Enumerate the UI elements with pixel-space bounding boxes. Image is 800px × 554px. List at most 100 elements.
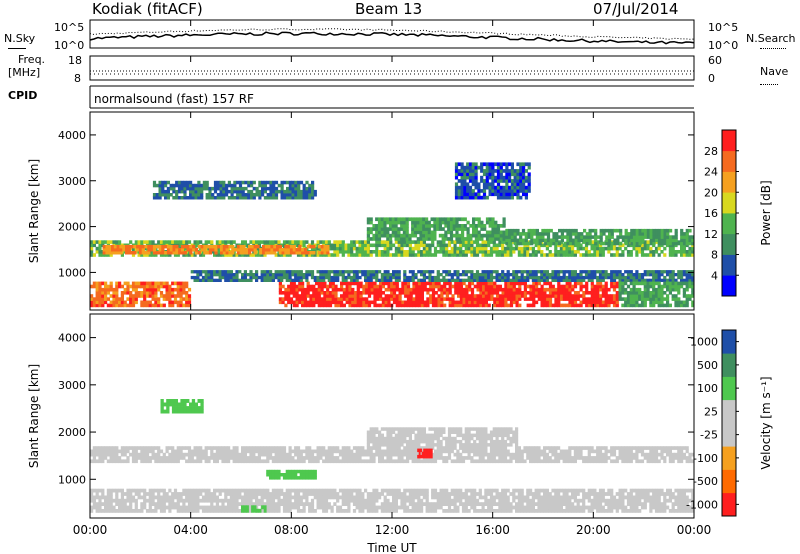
power-band-6-cell bbox=[269, 193, 273, 197]
power-band-8-cell bbox=[505, 235, 509, 239]
power-band-4-cell bbox=[229, 278, 233, 282]
power-band-9-cell bbox=[468, 172, 473, 177]
velocity-band-0-cell bbox=[649, 449, 653, 454]
power-band-0-cell bbox=[383, 243, 387, 248]
power-band-0-cell bbox=[162, 253, 166, 257]
power-band-8-cell bbox=[680, 238, 684, 243]
power-band-7-cell bbox=[394, 217, 398, 222]
power-band-0-cell bbox=[475, 250, 480, 254]
velocity-band-0-cell bbox=[196, 459, 200, 464]
velocity-band-0-cell bbox=[165, 446, 169, 450]
power-band-0-cell bbox=[257, 253, 261, 257]
power-band-0-cell bbox=[495, 250, 499, 254]
power-band-4-cell bbox=[364, 273, 368, 277]
power-band-1-cell bbox=[298, 251, 302, 255]
power-band-6-cell bbox=[261, 186, 265, 191]
power-band-3-cell bbox=[320, 284, 324, 289]
power-band-4-cell bbox=[688, 275, 692, 280]
power-band-4-cell bbox=[224, 278, 228, 282]
power-band-4-cell bbox=[459, 278, 463, 282]
velocity-band-0-cell bbox=[333, 459, 337, 464]
velocity-band-0-cell bbox=[529, 456, 533, 460]
power-band-3-cell bbox=[292, 287, 296, 292]
power-band-9-cell bbox=[496, 185, 501, 190]
power-band-8-cell bbox=[624, 232, 628, 236]
power-band-3-cell bbox=[521, 291, 525, 295]
power-band-7-cell bbox=[394, 220, 398, 225]
power-band-4-cell bbox=[355, 275, 359, 280]
power-band-5-cell bbox=[629, 300, 633, 305]
power-band-6-cell bbox=[197, 180, 201, 185]
power-band-1-cell bbox=[108, 244, 112, 249]
power-band-4-cell bbox=[473, 278, 477, 282]
velocity-band-0-cell bbox=[394, 459, 398, 464]
power-band-4-cell bbox=[408, 278, 412, 282]
velocity-band-0-cell bbox=[327, 459, 331, 464]
velocity-band-0-cell bbox=[90, 449, 94, 454]
power-band-6-cell bbox=[269, 183, 273, 188]
power-band-4-cell bbox=[660, 278, 664, 282]
velocity-band-0-cell bbox=[478, 456, 482, 460]
power-band-5-cell bbox=[618, 291, 622, 295]
power-band-5-cell bbox=[674, 297, 678, 301]
velocity-band-1-cell bbox=[98, 502, 102, 506]
power-band-9-cell bbox=[522, 162, 526, 167]
power-band-1-cell bbox=[298, 244, 302, 249]
power-band-7-cell bbox=[469, 237, 473, 241]
power-band-4-cell bbox=[305, 275, 309, 280]
power-band-3-cell bbox=[601, 287, 605, 292]
power-band-7-cell bbox=[455, 220, 459, 225]
power-band-0-cell bbox=[358, 243, 362, 248]
power-band-3-cell bbox=[437, 287, 441, 292]
velocity-band-0-cell bbox=[176, 449, 180, 454]
power-band-4-cell bbox=[492, 270, 496, 274]
velocity-band-0-cell bbox=[464, 446, 468, 450]
power-band-2-cell bbox=[95, 294, 99, 298]
power-band-0-cell bbox=[364, 250, 368, 254]
power-band-8-cell bbox=[688, 238, 692, 243]
power-band-8-cell bbox=[624, 238, 628, 243]
power-band-3-cell bbox=[532, 281, 536, 286]
power-band-7-cell bbox=[496, 237, 501, 241]
power-band-7-cell bbox=[472, 224, 476, 228]
velocity-band-0-cell bbox=[668, 449, 672, 454]
power-band-2-cell bbox=[168, 297, 172, 301]
velocity-band-0-cell bbox=[649, 452, 653, 457]
velocity-band-0-cell bbox=[612, 449, 617, 454]
velocity-band-0-cell bbox=[515, 446, 519, 450]
power-band-6-cell bbox=[180, 189, 184, 194]
power-band-9-cell bbox=[480, 165, 484, 170]
velocity-band-0-cell bbox=[145, 456, 150, 460]
velocity-band-0-cell bbox=[210, 456, 214, 460]
power-band-0-cell bbox=[489, 246, 494, 251]
power-band-4-cell bbox=[204, 278, 208, 282]
power-band-8-cell bbox=[638, 241, 642, 246]
power-band-4-cell bbox=[294, 270, 298, 274]
power-band-3-cell bbox=[340, 287, 344, 292]
velocity-band-0-cell bbox=[95, 446, 99, 450]
power-band-3-cell bbox=[501, 287, 505, 292]
power-band-9-cell bbox=[466, 165, 470, 170]
power-band-1-cell bbox=[326, 248, 330, 252]
power-band-6-cell bbox=[219, 183, 223, 188]
power-band-5-cell bbox=[674, 294, 678, 298]
power-band-3-cell bbox=[376, 303, 380, 308]
power-band-3-cell bbox=[568, 297, 572, 301]
power-band-8-cell bbox=[691, 238, 695, 243]
power-band-3-cell bbox=[484, 287, 488, 292]
power-band-9-cell bbox=[482, 169, 487, 173]
power-band-1-cell bbox=[323, 244, 327, 249]
velocity-band-0-cell bbox=[210, 449, 214, 454]
power-band-4-cell bbox=[246, 273, 250, 277]
velocity-band-0-cell bbox=[213, 452, 217, 457]
power-band-6-cell bbox=[244, 196, 248, 200]
power-band-5-cell bbox=[649, 297, 653, 301]
power-band-1-cell bbox=[253, 248, 257, 252]
power-band-9-cell bbox=[519, 185, 523, 190]
power-band-0-cell bbox=[193, 253, 197, 257]
power-band-1-cell bbox=[178, 248, 182, 252]
power-band-2-cell bbox=[173, 300, 178, 305]
power-band-0-cell bbox=[646, 253, 650, 257]
velocity-band-1-cell bbox=[123, 502, 127, 506]
power-band-3-cell bbox=[315, 287, 319, 292]
